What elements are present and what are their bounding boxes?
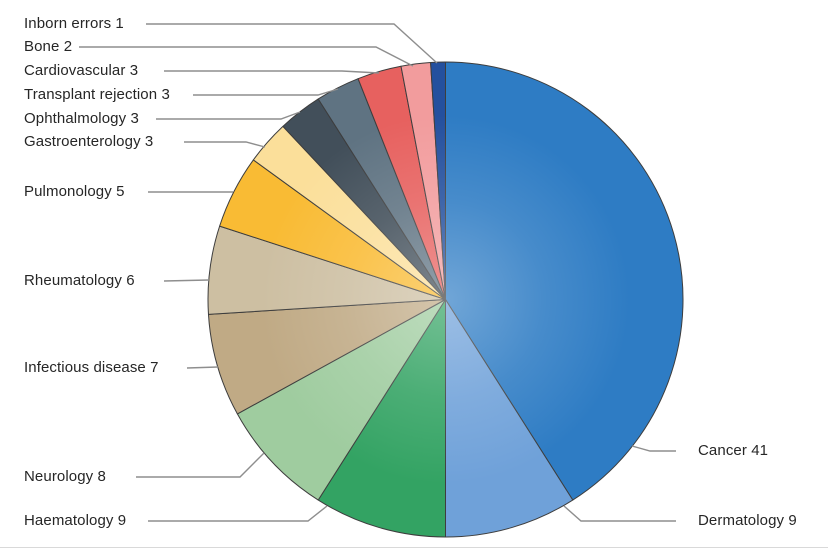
leader-line-inborn: [146, 23, 438, 64]
pie-slices: [207, 61, 684, 538]
leader-line-rheumatology: [163, 279, 210, 282]
leader-line-haematology: [148, 505, 328, 522]
slice-label-inborn-errors: Inborn errors 1: [24, 14, 124, 32]
leader-line-dermatology: [563, 505, 676, 522]
bottom-rule: [0, 547, 828, 548]
slice-label-dermatology: Dermatology 9: [698, 511, 797, 529]
slice-label-transplant-rejection: Transplant rejection 3: [24, 85, 170, 103]
leader-lines: [79, 23, 676, 522]
slice-label-rheumatology: Rheumatology 6: [24, 271, 135, 289]
leader-line-infectious: [186, 366, 219, 369]
slice-label-haematology: Haematology 9: [24, 511, 127, 529]
leader-line-ophthalmology: [156, 111, 301, 120]
leader-line-bone: [79, 46, 414, 67]
slice-label-gastroenterology: Gastroenterology 3: [24, 132, 154, 150]
slice-label-infectious-disease: Infectious disease 7: [24, 358, 159, 376]
leader-line-neurology: [136, 452, 265, 478]
slice-label-neurology: Neurology 8: [24, 467, 106, 485]
slice-label-pulmonology: Pulmonology 5: [24, 182, 125, 200]
slice-label-cancer: Cancer 41: [698, 441, 769, 459]
slice-label-bone: Bone 2: [24, 37, 73, 55]
slice-label-ophthalmology: Ophthalmology 3: [24, 109, 139, 127]
leader-line-cardiovascular: [164, 70, 380, 74]
leader-line-gastroenterology: [184, 141, 266, 148]
leader-line-cancer: [631, 445, 676, 452]
leader-line-transplant: [193, 88, 339, 96]
slice-label-cardiovascular: Cardiovascular 3: [24, 61, 139, 79]
